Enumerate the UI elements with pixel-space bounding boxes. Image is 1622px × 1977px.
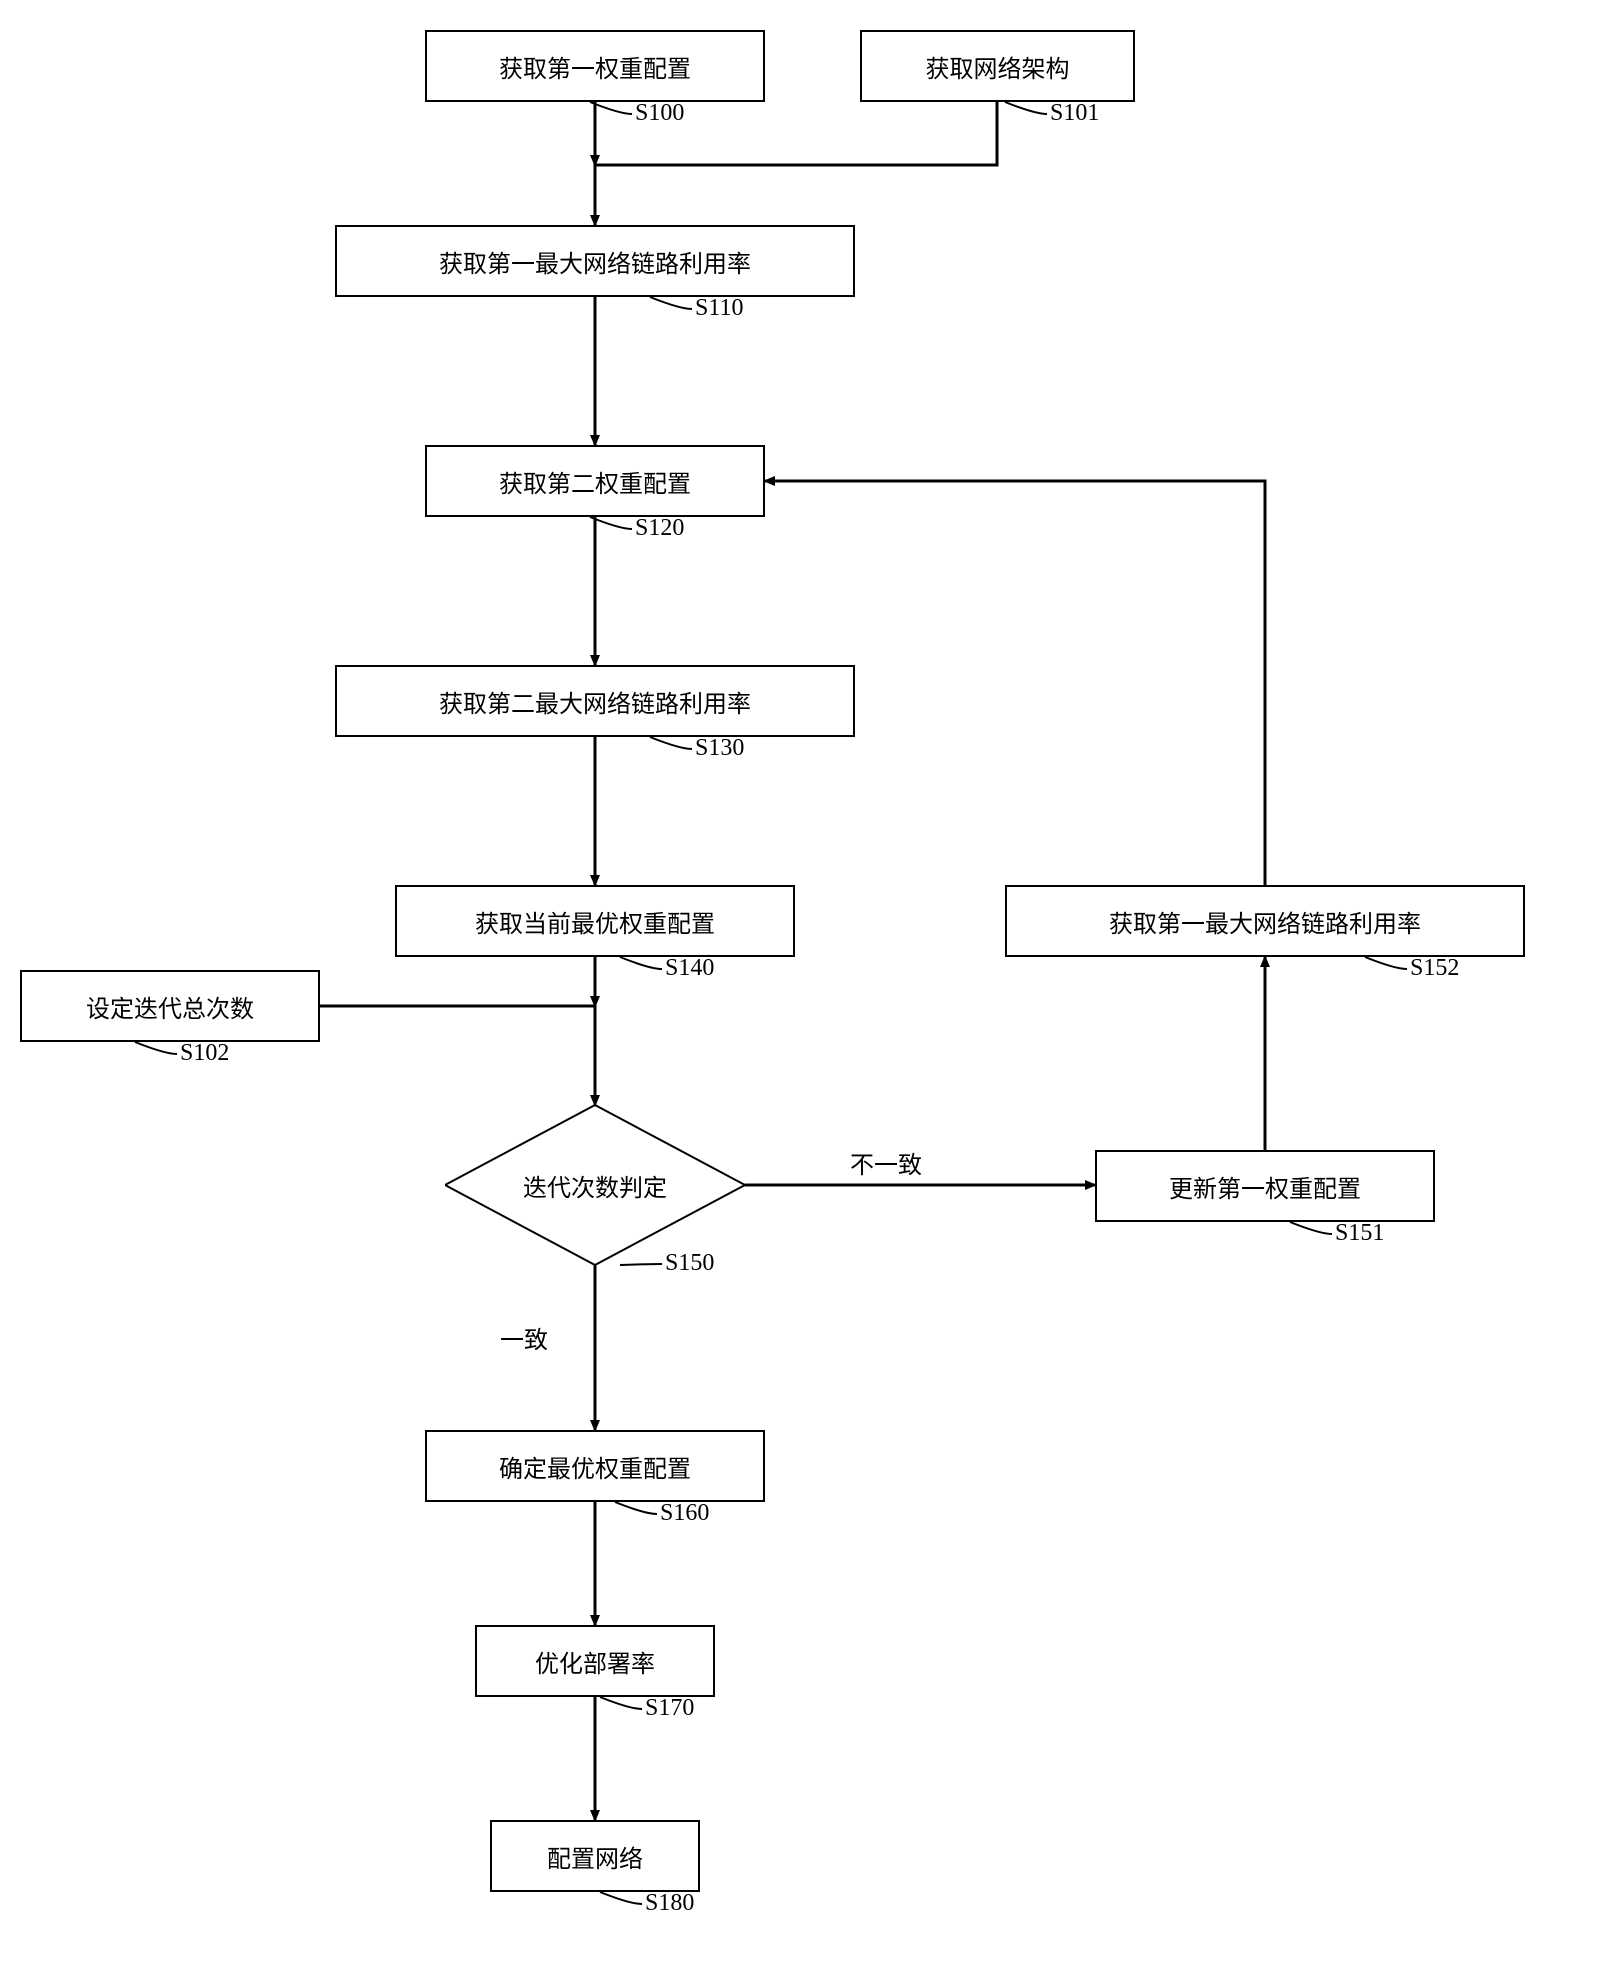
tag-connector-s101 (1005, 102, 1047, 114)
tag-connector-s102 (135, 1042, 177, 1054)
tag-connector-s130 (650, 737, 692, 749)
tag-connector-s160 (615, 1502, 657, 1514)
node-text-s152: 获取第一最大网络链路利用率 (1109, 904, 1421, 939)
tag-s100: S100 (635, 100, 684, 127)
node-s180: 配置网络 (490, 1820, 700, 1892)
node-text-s150: 迭代次数判定 (445, 1105, 745, 1265)
node-s152: 获取第一最大网络链路利用率 (1005, 885, 1525, 957)
flowchart-canvas: 获取第一权重配置 S100 获取网络架构 S101 获取第一最大网络链路利用率 S110 获… (0, 0, 1622, 1977)
tag-s102: S102 (180, 1040, 229, 1067)
node-s140: 获取当前最优权重配置 (395, 885, 795, 957)
node-s150: 迭代次数判定 (445, 1105, 745, 1265)
node-text-s110: 获取第一最大网络链路利用率 (439, 244, 751, 279)
edge-label-consistent: 一致 (500, 1320, 548, 1355)
node-s130: 获取第二最大网络链路利用率 (335, 665, 855, 737)
tag-s160: S160 (660, 1500, 709, 1527)
node-s160: 确定最优权重配置 (425, 1430, 765, 1502)
node-s120: 获取第二权重配置 (425, 445, 765, 517)
node-s151: 更新第一权重配置 (1095, 1150, 1435, 1222)
tag-connector-s151 (1290, 1222, 1332, 1234)
node-text-s140: 获取当前最优权重配置 (475, 904, 715, 939)
tag-connector-s110 (650, 297, 692, 309)
node-s100: 获取第一权重配置 (425, 30, 765, 102)
node-text-s101: 获取网络架构 (926, 49, 1070, 84)
node-text-s180: 配置网络 (547, 1839, 643, 1874)
tag-s180: S180 (645, 1890, 694, 1917)
tag-s130: S130 (695, 735, 744, 762)
node-s110: 获取第一最大网络链路利用率 (335, 225, 855, 297)
node-s101: 获取网络架构 (860, 30, 1135, 102)
tag-connector-s140 (620, 957, 662, 969)
tag-connector-s100 (590, 102, 632, 114)
node-text-s160: 确定最优权重配置 (499, 1449, 691, 1484)
tag-connector-s152 (1365, 957, 1407, 969)
node-text-s151: 更新第一权重配置 (1169, 1169, 1361, 1204)
tag-s120: S120 (635, 515, 684, 542)
tag-s110: S110 (695, 295, 743, 322)
tag-s140: S140 (665, 955, 714, 982)
tag-s170: S170 (645, 1695, 694, 1722)
tag-s101: S101 (1050, 100, 1099, 127)
tag-s152: S152 (1410, 955, 1459, 982)
tag-s151: S151 (1335, 1220, 1384, 1247)
tag-connector-s120 (590, 517, 632, 529)
node-s170: 优化部署率 (475, 1625, 715, 1697)
node-text-s120: 获取第二权重配置 (499, 464, 691, 499)
node-text-s102: 设定迭代总次数 (86, 989, 254, 1024)
node-text-s130: 获取第二最大网络链路利用率 (439, 684, 751, 719)
tag-connector-s170 (600, 1697, 642, 1709)
node-text-s170: 优化部署率 (535, 1644, 655, 1679)
node-s102: 设定迭代总次数 (20, 970, 320, 1042)
tag-connector-s180 (600, 1892, 642, 1904)
node-text-s100: 获取第一权重配置 (499, 49, 691, 84)
tag-s150: S150 (665, 1250, 714, 1277)
edge-label-inconsistent: 不一致 (850, 1145, 922, 1180)
